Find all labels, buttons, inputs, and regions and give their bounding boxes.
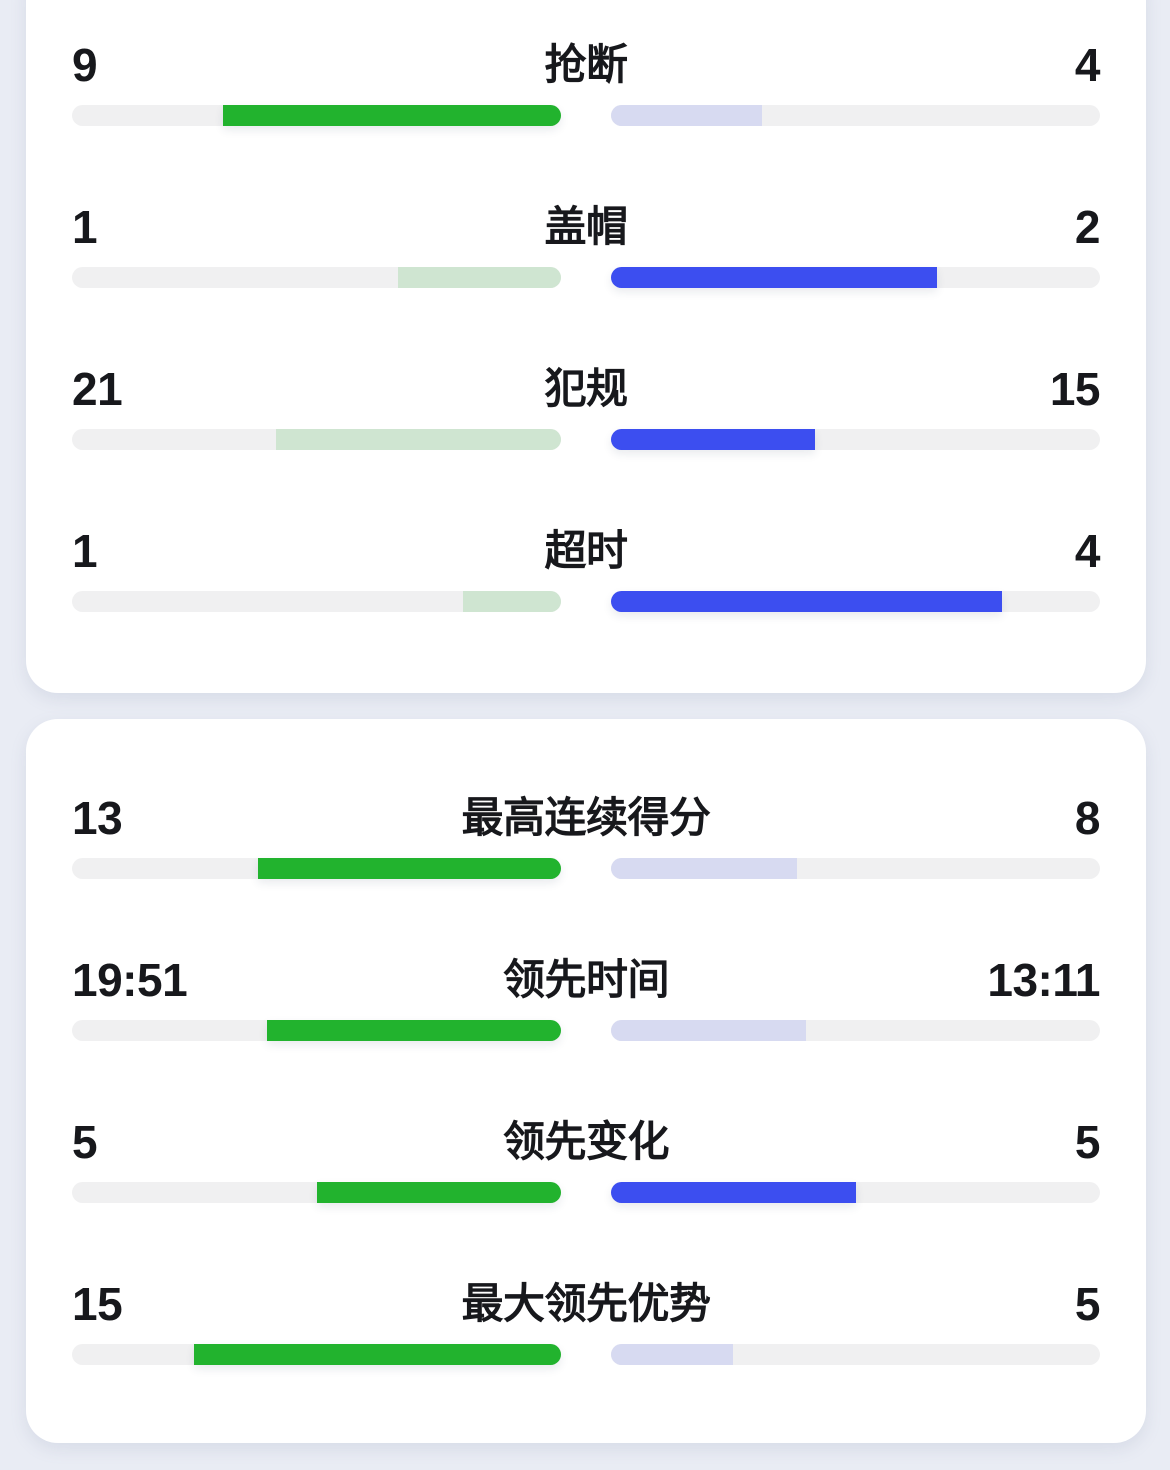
stat-label: 抢断 [544,41,628,88]
away-bar-fill [611,591,1003,612]
away-bar-track [611,1182,1100,1203]
stat-row: 9 抢断 4 [72,37,1101,126]
away-bar-fill [611,1344,734,1365]
away-bar-track [611,429,1100,450]
stat-label: 领先变化 [502,1118,670,1165]
stat-row-bars [72,1020,1100,1041]
away-value: 2 [1074,201,1101,253]
away-bar-fill [611,267,938,288]
away-value: 8 [1074,792,1101,844]
home-value: 13 [72,792,123,844]
stat-label: 犯规 [544,365,628,412]
home-bar-fill [275,429,561,450]
stat-row-bars [72,267,1100,288]
away-value: 5 [1074,1116,1101,1168]
stat-row: 1 超时 4 [72,523,1101,612]
home-bar-track [72,1182,561,1203]
stat-row-labels: 5 领先变化 5 [72,1114,1101,1170]
stat-row-bars [72,429,1100,450]
home-bar-fill [316,1182,561,1203]
away-bar-fill [611,105,762,126]
home-bar-track [72,105,561,126]
home-value: 1 [72,525,98,577]
home-bar-track [72,267,561,288]
away-bar-track [611,1344,1100,1365]
stat-row: 21 犯规 15 [72,361,1101,450]
away-value: 15 [1049,363,1101,415]
stat-row-bars [72,591,1100,612]
stats-card-2: 13 最高连续得分 8 19:51 领先时间 13:11 5 领先变化 5 15 最大领先优势 5 [26,719,1146,1443]
stat-label: 盖帽 [544,203,628,250]
away-bar-fill [611,429,815,450]
away-bar-track [611,858,1100,879]
stat-row-labels: 1 超时 4 [72,523,1101,579]
stat-row-bars [72,1344,1100,1365]
away-bar-fill [611,1182,856,1203]
stat-label: 最大领先优势 [461,1280,711,1327]
stat-row-bars [72,105,1100,126]
home-bar-fill [194,1344,561,1365]
home-bar-track [72,429,561,450]
home-bar-track [72,858,561,879]
away-bar-track [611,591,1100,612]
away-value: 5 [1074,1278,1101,1330]
home-bar-track [72,1020,561,1041]
stat-row: 5 领先变化 5 [72,1114,1101,1203]
stat-label: 超时 [544,527,628,574]
stat-label: 最高连续得分 [461,794,711,841]
away-bar-track [611,105,1100,126]
home-bar-track [72,591,561,612]
stat-row-labels: 21 犯规 15 [72,361,1101,417]
home-bar-fill [258,858,561,879]
stat-row: 19:51 领先时间 13:11 [72,952,1101,1041]
stat-row-labels: 1 盖帽 2 [72,199,1101,255]
home-bar-fill [267,1020,561,1041]
stat-row-labels: 9 抢断 4 [72,37,1101,93]
stat-row: 1 盖帽 2 [72,199,1101,288]
home-value: 19:51 [72,954,188,1006]
away-value: 13:11 [987,954,1100,1006]
home-value: 5 [72,1116,98,1168]
home-bar-fill [398,267,561,288]
stat-row-bars [72,858,1100,879]
away-bar-track [611,1020,1100,1041]
home-bar-fill [463,591,561,612]
away-bar-fill [611,1020,807,1041]
stat-row: 15 最大领先优势 5 [72,1276,1101,1365]
home-value: 21 [72,363,123,415]
away-value: 4 [1074,39,1101,91]
stat-label: 领先时间 [502,956,670,1003]
stat-row-labels: 19:51 领先时间 13:11 [72,952,1101,1008]
away-bar-track [611,267,1100,288]
stat-row-labels: 13 最高连续得分 8 [72,790,1101,846]
stat-row: 13 最高连续得分 8 [72,790,1101,879]
away-value: 4 [1074,525,1101,577]
stats-card-1: 9 抢断 4 1 盖帽 2 21 犯规 15 1 超时 4 [26,0,1146,693]
home-value: 9 [72,39,98,91]
stat-row-bars [72,1182,1100,1203]
away-bar-fill [611,858,798,879]
home-value: 1 [72,201,98,253]
home-value: 15 [72,1278,123,1330]
home-bar-track [72,1344,561,1365]
stat-row-labels: 15 最大领先优势 5 [72,1276,1101,1332]
home-bar-fill [222,105,561,126]
